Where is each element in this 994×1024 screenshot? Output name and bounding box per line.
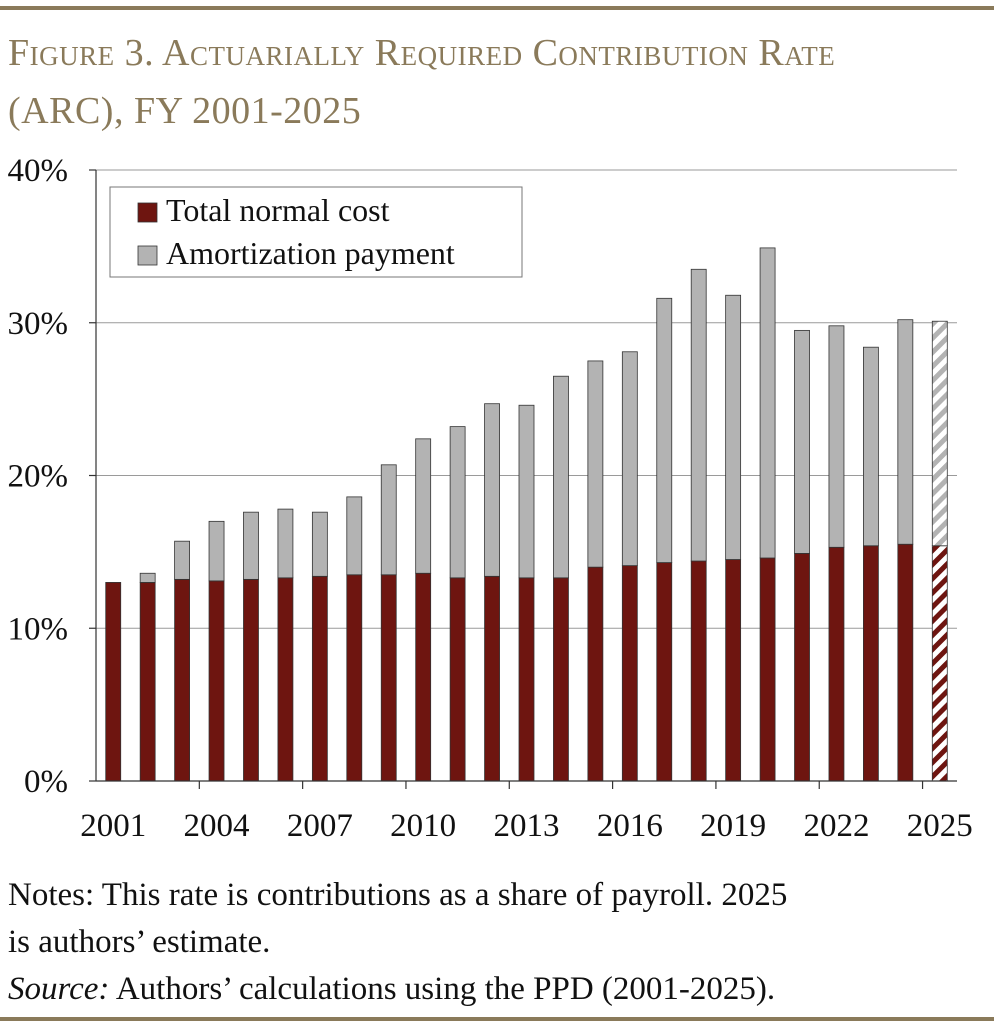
bar-normal-cost-2011 <box>449 577 466 782</box>
x-tick-label: 2016 <box>597 808 663 844</box>
bar-normal-cost-2020 <box>759 557 776 782</box>
top-rule <box>0 6 994 10</box>
x-tick-label: 2010 <box>390 808 456 844</box>
bar-amortization-2003 <box>174 540 191 580</box>
bar-amortization-2025 <box>931 320 948 547</box>
x-tick-label: 2013 <box>494 808 560 844</box>
figure-title-line2: (ARC), FY 2001-2025 <box>8 90 362 132</box>
bar-normal-cost-2022 <box>828 546 845 782</box>
y-tick-label: 30% <box>8 306 69 342</box>
bar-normal-cost-2019 <box>725 559 742 782</box>
bar-amortization-2016 <box>621 351 638 567</box>
bar-normal-cost-2014 <box>553 577 569 782</box>
bar-amortization-2007 <box>311 511 328 577</box>
bottom-rule <box>0 1017 994 1021</box>
notes-line1: Notes: This rate is contributions as a s… <box>8 877 788 913</box>
x-tick-label: 2007 <box>287 808 353 844</box>
bar-normal-cost-2012 <box>484 575 500 782</box>
bar-normal-cost-2013 <box>518 577 535 782</box>
bar-amortization-2002 <box>139 572 156 583</box>
bar-normal-cost-2003 <box>174 578 191 782</box>
bars <box>105 247 948 782</box>
bar-amortization-2024 <box>897 319 914 545</box>
bar-normal-cost-2010 <box>415 572 432 782</box>
source-label: Source: <box>8 971 110 1007</box>
legend-box <box>109 186 523 278</box>
legend-swatch-normal-cost <box>137 202 158 223</box>
bar-amortization-2017 <box>656 297 673 563</box>
bar-normal-cost-2023 <box>863 545 879 782</box>
bar-amortization-2004 <box>208 520 225 582</box>
x-tick-label: 2022 <box>803 808 869 844</box>
axes: 0% 10% 20% 30% 40% 2001 2004 2007 2010 2013 2016 20… <box>8 153 973 844</box>
x-tick-label: 2025 <box>907 808 973 844</box>
bar-amortization-2010 <box>415 438 432 574</box>
bar-amortization-2005 <box>243 511 259 580</box>
figure-title-line1: Figure 3. Actuarially Required Contribut… <box>8 32 836 74</box>
bar-amortization-2015 <box>587 360 604 568</box>
bar-amortization-2014 <box>553 375 569 579</box>
bar-normal-cost-2017 <box>656 562 673 782</box>
bar-normal-cost-2009 <box>380 574 397 782</box>
x-tick-label: 2001 <box>80 808 146 844</box>
y-tick-label: 40% <box>8 153 69 189</box>
bar-amortization-2006 <box>277 508 294 579</box>
y-tick-label: 10% <box>8 611 69 647</box>
bar-normal-cost-2007 <box>311 575 328 782</box>
bar-amortization-2012 <box>484 403 500 577</box>
legend: Total normal cost Amortization payment <box>109 186 523 278</box>
bar-normal-cost-2002 <box>139 582 156 782</box>
bar-amortization-2013 <box>518 404 535 579</box>
legend-swatch-amortization <box>137 245 158 266</box>
x-tick-label: 2019 <box>700 808 766 844</box>
bar-amortization-2018 <box>690 268 707 562</box>
notes: Notes: This rate is contributions as a s… <box>8 872 988 1013</box>
bar-normal-cost-2025 <box>931 545 948 782</box>
bar-normal-cost-2018 <box>690 560 707 782</box>
bar-normal-cost-2024 <box>897 543 914 782</box>
bar-amortization-2008 <box>346 496 363 576</box>
x-tick-label: 2004 <box>184 808 250 844</box>
bar-normal-cost-2016 <box>621 565 638 782</box>
y-tick-label: 0% <box>24 764 68 800</box>
bar-amortization-2011 <box>449 426 466 579</box>
bar-normal-cost-2008 <box>346 574 363 782</box>
bar-amortization-2023 <box>863 346 879 547</box>
bar-amortization-2021 <box>794 329 810 554</box>
legend-label-amortization: Amortization payment <box>166 235 455 271</box>
chart: 0% 10% 20% 30% 40% 2001 2004 2007 2010 2013 2016 20… <box>8 153 973 844</box>
bar-normal-cost-2015 <box>587 566 604 782</box>
y-tick-label: 20% <box>8 459 69 495</box>
bar-amortization-2022 <box>828 325 845 548</box>
figure-title: Figure 3. Actuarially Required Contribut… <box>8 24 988 140</box>
notes-line2: is authors’ estimate. <box>8 924 271 960</box>
bar-normal-cost-2005 <box>243 578 259 782</box>
bar-amortization-2020 <box>759 247 776 559</box>
bar-normal-cost-2006 <box>277 577 294 782</box>
source-text: Authors’ calculations using the PPD (200… <box>109 971 776 1007</box>
legend-label-normal-cost: Total normal cost <box>166 192 390 228</box>
bar-amortization-2009 <box>380 464 397 576</box>
bar-normal-cost-2021 <box>794 553 810 782</box>
bar-normal-cost-2001 <box>105 582 122 782</box>
source-line: Source: Authors’ calculations using the … <box>8 966 988 1013</box>
bar-normal-cost-2004 <box>208 580 225 782</box>
bar-amortization-2019 <box>725 294 742 560</box>
